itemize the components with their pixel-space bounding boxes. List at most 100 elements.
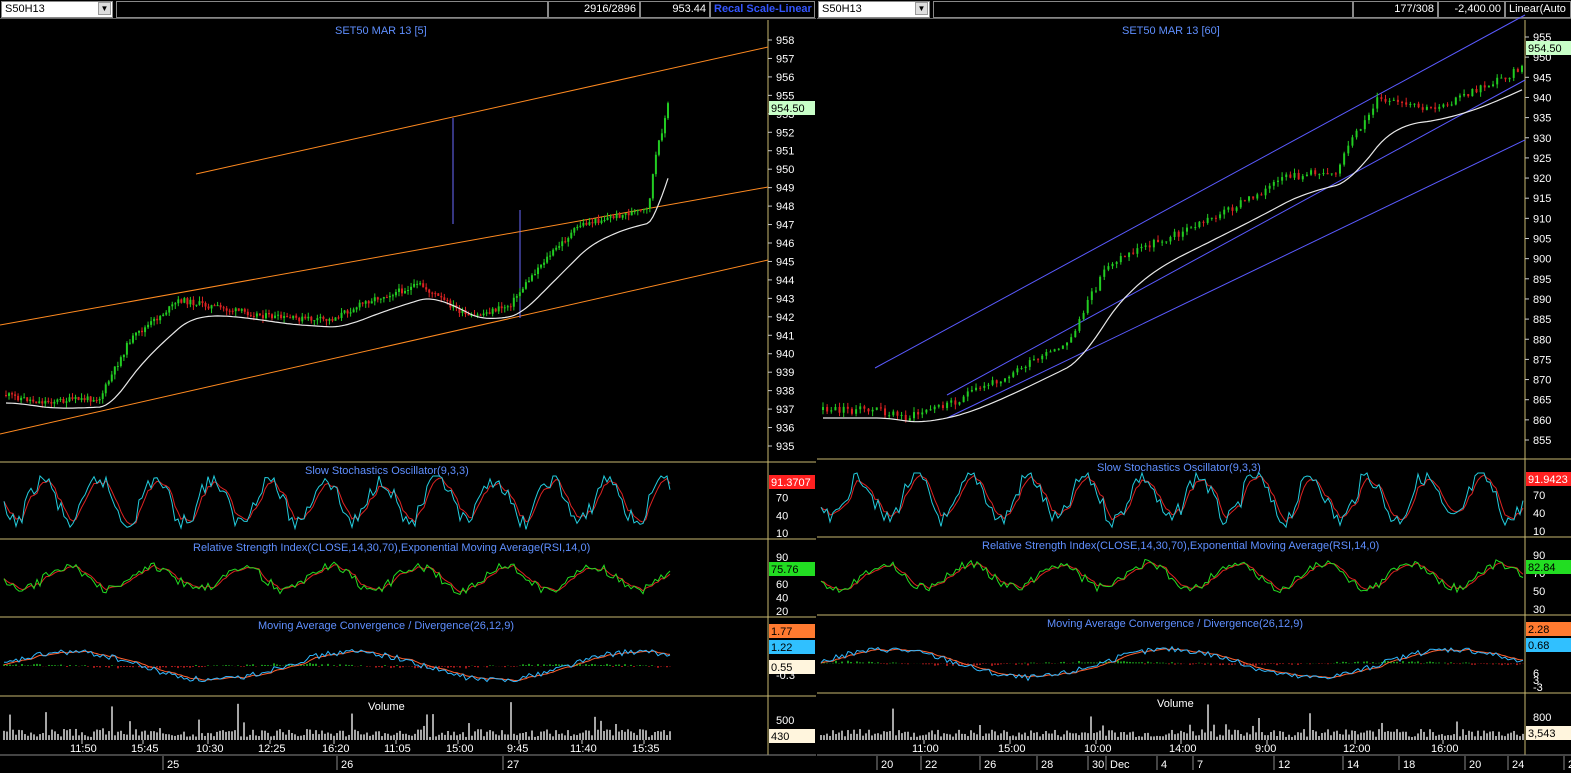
candle-body xyxy=(962,396,965,403)
right-toolbar: S50H13 ▼ 177/308 -2,400.00 Linear(Auto xyxy=(817,0,1571,19)
candle-body xyxy=(367,301,370,304)
candle-body xyxy=(325,318,328,321)
candle-body xyxy=(274,315,277,319)
candle-body xyxy=(859,406,862,410)
right-symbol-select[interactable]: S50H13 xyxy=(818,1,930,18)
candle-body xyxy=(1219,214,1222,219)
candle-body xyxy=(35,401,38,404)
candle-body xyxy=(434,293,437,295)
rsi-value-tag: 75.76 xyxy=(771,564,799,576)
candle-body xyxy=(987,384,990,386)
right-scale-button[interactable]: Linear(Auto xyxy=(1505,1,1571,18)
candle-body xyxy=(1463,94,1466,96)
rsi-axis-label: 90 xyxy=(1533,550,1545,562)
volume-value-bg xyxy=(1526,726,1571,740)
candle-body xyxy=(627,213,630,216)
candle-body xyxy=(1012,372,1015,377)
candle-body xyxy=(654,154,657,175)
candle-body xyxy=(925,409,928,413)
candle-body xyxy=(1487,86,1490,88)
candle-body xyxy=(92,400,95,402)
candle-body xyxy=(144,327,147,333)
price-tick-label: 885 xyxy=(1533,314,1551,326)
candle-body xyxy=(1376,97,1379,109)
candle-body xyxy=(71,397,74,399)
left-scale-button[interactable]: Recal Scale-Linear xyxy=(710,1,815,18)
left-chart-panel[interactable]: S50H13 ▼ 2916/2896 953.44 Recal Scale-Li… xyxy=(0,0,816,773)
candle-body xyxy=(552,249,555,256)
rsi-value-tag: 82.84 xyxy=(1528,562,1556,574)
candle-body xyxy=(328,319,331,321)
left-symbol-select[interactable]: S50H13 xyxy=(1,1,113,18)
candle-body xyxy=(283,315,286,319)
candle-body xyxy=(884,408,887,416)
time-label: 15:00 xyxy=(998,743,1026,755)
macd-value-3-bg xyxy=(769,660,815,674)
candle-body xyxy=(310,316,313,321)
volume-value: 430 xyxy=(771,731,789,743)
candle-body xyxy=(1210,217,1213,219)
candle-body xyxy=(128,342,131,344)
stochastic-title: Slow Stochastics Oscillator(9,3,3) xyxy=(1097,462,1261,474)
left-symbol-dropdown-icon[interactable]: ▼ xyxy=(98,2,111,15)
candle-body xyxy=(908,418,911,421)
right-symbol-dropdown-icon[interactable]: ▼ xyxy=(915,2,928,15)
candle-body xyxy=(850,408,853,414)
candle-body xyxy=(1380,97,1383,99)
candle-body xyxy=(896,411,899,416)
candle-body xyxy=(141,330,144,333)
candle-body xyxy=(1434,107,1437,109)
candle-body xyxy=(1305,174,1308,177)
candle-body xyxy=(446,300,449,302)
candle-body xyxy=(579,225,582,227)
candle-body xyxy=(1454,97,1457,105)
candle-body xyxy=(271,314,274,319)
candle-body xyxy=(470,314,473,316)
candle-body xyxy=(1310,170,1313,175)
stochastic-main-line xyxy=(820,471,1524,529)
candle-body xyxy=(74,397,77,399)
trend-channel-line xyxy=(195,46,769,175)
candle-body xyxy=(1144,245,1147,247)
candle-body xyxy=(576,226,579,229)
candle-body xyxy=(991,380,994,385)
right-chart-panel[interactable]: S50H13 ▼ 177/308 -2,400.00 Linear(Auto S… xyxy=(817,0,1571,773)
candle-body xyxy=(1272,181,1275,186)
candle-body xyxy=(645,208,648,210)
candle-body xyxy=(1132,252,1135,254)
candle-body xyxy=(1264,188,1267,196)
candle-body xyxy=(171,304,174,307)
date-label: 24 xyxy=(1512,759,1524,771)
candle-body xyxy=(540,264,543,268)
candle-body xyxy=(597,218,600,223)
candle-body xyxy=(1123,256,1126,258)
volume-axis-label: 500 xyxy=(776,715,794,727)
candle-body xyxy=(1136,248,1139,254)
price-tick-label: 947 xyxy=(776,220,794,232)
candle-body xyxy=(503,307,506,309)
candle-body xyxy=(349,312,352,314)
right-chart-canvas[interactable]: SET50 MAR 13 [60]95595094594093593092592… xyxy=(817,0,1571,773)
candle-body xyxy=(1252,196,1255,199)
rsi-value-tag-bg xyxy=(769,562,815,576)
price-tag-bg xyxy=(1526,41,1571,55)
left-chart-canvas[interactable]: SET50 MAR 13 [5]958957956955953952951950… xyxy=(0,0,816,773)
rsi-value-tag-bg xyxy=(1526,560,1571,574)
candle-body xyxy=(1078,319,1081,331)
macd-main-line xyxy=(820,645,1524,682)
candle-body xyxy=(32,399,35,402)
candle-body xyxy=(261,315,264,319)
candle-body xyxy=(1128,252,1131,258)
candle-body xyxy=(603,219,606,221)
volume-title: Volume xyxy=(1157,698,1194,710)
candle-body xyxy=(322,316,325,319)
date-label: 22 xyxy=(925,759,937,771)
rsi-axis-label: 20 xyxy=(776,606,788,618)
candle-body xyxy=(376,297,379,300)
candle-body xyxy=(1334,173,1337,175)
candle-body xyxy=(316,318,319,321)
macd-axis-label: -0.3 xyxy=(776,670,795,682)
candle-body xyxy=(1227,207,1230,210)
trend-channel-line xyxy=(0,259,769,435)
candle-body xyxy=(606,217,609,220)
